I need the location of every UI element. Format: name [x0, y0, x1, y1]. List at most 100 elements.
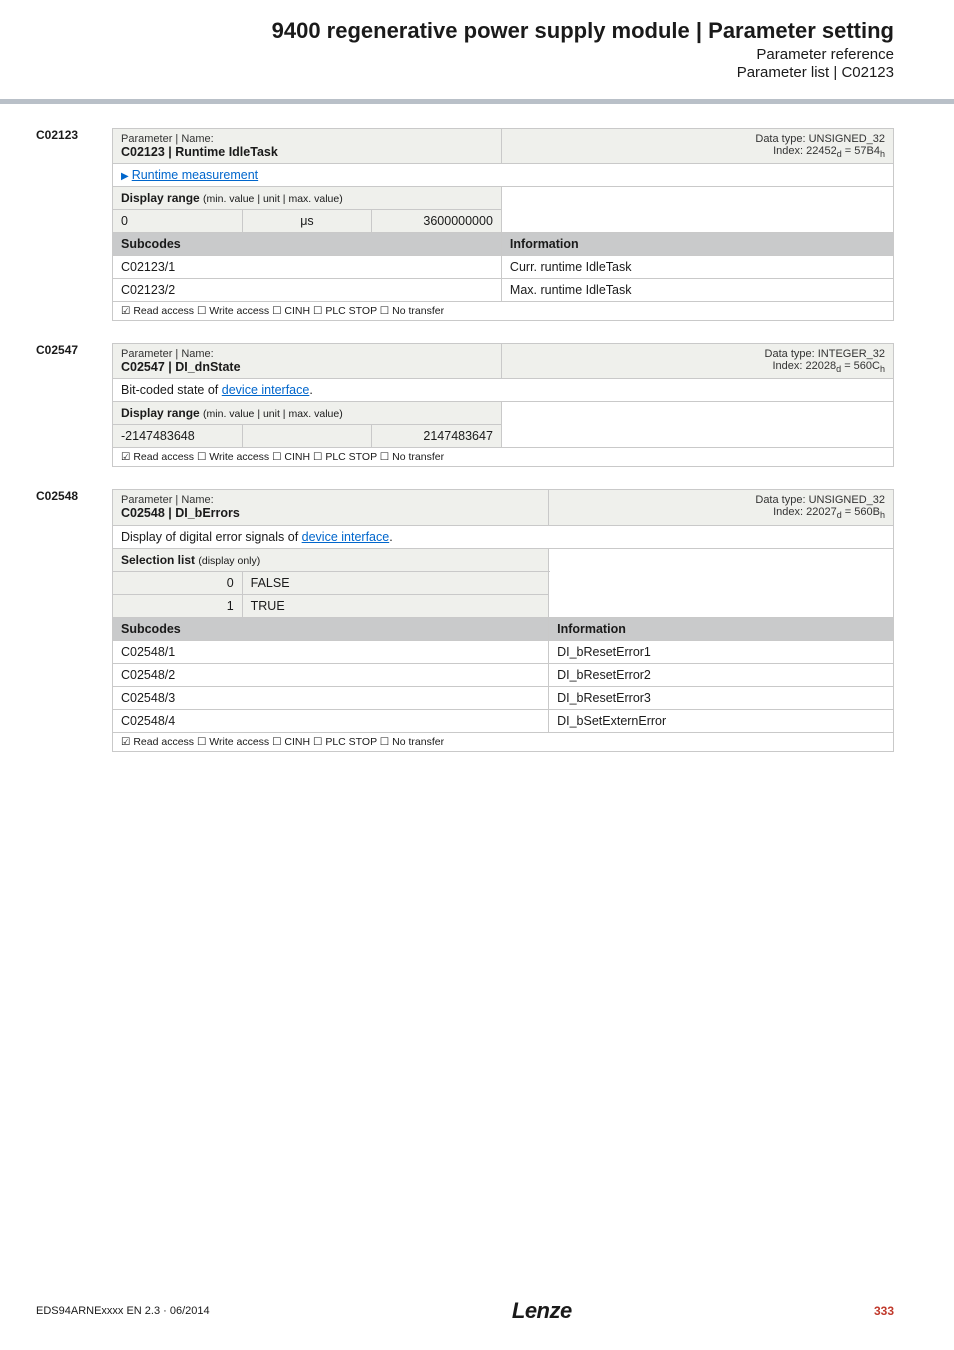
subcode-info: DI_bResetError3 [549, 686, 894, 709]
subcode-info: DI_bResetError2 [549, 663, 894, 686]
subcode-row: C02548/2 DI_bResetError2 [113, 663, 894, 686]
access-row: ☑ Read access ☐ Write access ☐ CINH ☐ PL… [113, 448, 894, 467]
param-index: Index: 22027d = 560Bh [557, 506, 885, 520]
param-meta-cell: Data type: UNSIGNED_32 Index: 22027d = 5… [549, 490, 894, 525]
range-unit [242, 425, 372, 448]
page-subtitle-1: Parameter reference [60, 46, 894, 63]
subcode-info: DI_bSetExternError [549, 709, 894, 732]
param-id: C02123 [36, 128, 112, 321]
display-range-header: Display range (min. value | unit | max. … [113, 187, 894, 210]
selection-list-header: Selection list (display only) [113, 548, 894, 571]
param-header-row: Parameter | Name: C02548 | DI_bErrors Da… [113, 490, 894, 525]
access-row: ☑ Read access ☐ Write access ☐ CINH ☐ PL… [113, 732, 894, 751]
page-footer: EDS94ARNExxxx EN 2.3 · 06/2014 Lenze 333 [0, 1298, 954, 1324]
subcode-code: C02548/4 [113, 709, 549, 732]
param-header-label: Parameter | Name: [121, 494, 540, 506]
param-index: Index: 22028d = 560Ch [510, 360, 885, 374]
param-block-c02548: C02548 Parameter | Name: C02548 | DI_bEr… [36, 489, 894, 751]
param-table: Parameter | Name: C02547 | DI_dnState Da… [112, 343, 894, 467]
display-range-label-cell: Display range (min. value | unit | max. … [113, 402, 502, 425]
range-max: 2147483647 [372, 425, 502, 448]
param-table: Parameter | Name: C02123 | Runtime IdleT… [112, 128, 894, 321]
access-flags: ☑ Read access ☐ Write access ☐ CINH ☐ PL… [113, 448, 894, 467]
subcode-info: Curr. runtime IdleTask [501, 256, 893, 279]
empty-cell [501, 425, 893, 448]
subcode-code: C02548/1 [113, 640, 549, 663]
subcodes-header: Subcodes Information [113, 233, 894, 256]
param-header-name: C02548 | DI_bErrors [121, 506, 540, 520]
info-label: Information [501, 233, 893, 256]
param-header-row: Parameter | Name: C02123 | Runtime IdleT… [113, 129, 894, 164]
display-range-label-cell: Display range (min. value | unit | max. … [113, 187, 502, 210]
display-range-values: 0 μs 3600000000 [113, 210, 894, 233]
selection-value: 0 [113, 571, 243, 594]
param-id: C02548 [36, 489, 112, 751]
subcode-row: C02548/4 DI_bSetExternError [113, 709, 894, 732]
param-block-c02547: C02547 Parameter | Name: C02547 | DI_dnS… [36, 343, 894, 467]
device-interface-link[interactable]: device interface [222, 383, 310, 397]
subcode-code: C02123/2 [113, 279, 502, 302]
param-meta-cell: Data type: UNSIGNED_32 Index: 22452d = 5… [501, 129, 893, 164]
param-block-c02123: C02123 Parameter | Name: C02123 | Runtim… [36, 128, 894, 321]
param-name-cell: Parameter | Name: C02548 | DI_bErrors [113, 490, 549, 525]
param-index: Index: 22452d = 57B4h [510, 145, 885, 159]
subcodes-header: Subcodes Information [113, 617, 894, 640]
page-header: 9400 regenerative power supply module | … [0, 0, 954, 91]
param-datatype: Data type: UNSIGNED_32 [510, 133, 885, 145]
description-cell: Display of digital error signals of devi… [113, 525, 894, 548]
param-header-row: Parameter | Name: C02547 | DI_dnState Da… [113, 344, 894, 379]
empty-cell [549, 548, 894, 617]
info-label: Information [549, 617, 894, 640]
selection-label: FALSE [242, 571, 548, 594]
param-name-cell: Parameter | Name: C02123 | Runtime IdleT… [113, 129, 502, 164]
footer-logo: Lenze [512, 1298, 572, 1324]
param-datatype: Data type: UNSIGNED_32 [557, 494, 885, 506]
footer-pagenum: 333 [874, 1304, 894, 1318]
link-cell: ▶Runtime measurement [113, 164, 894, 187]
subcode-row: C02548/3 DI_bResetError3 [113, 686, 894, 709]
selection-list-label-cell: Selection list (display only) [113, 548, 549, 571]
runtime-measurement-link[interactable]: Runtime measurement [132, 168, 258, 182]
device-interface-link[interactable]: device interface [302, 530, 390, 544]
access-row: ☑ Read access ☐ Write access ☐ CINH ☐ PL… [113, 302, 894, 321]
display-range-values: -2147483648 2147483647 [113, 425, 894, 448]
empty-cell [501, 402, 893, 425]
access-flags: ☑ Read access ☐ Write access ☐ CINH ☐ PL… [113, 732, 894, 751]
display-range-header: Display range (min. value | unit | max. … [113, 402, 894, 425]
description-row: Bit-coded state of device interface. [113, 379, 894, 402]
arrow-icon: ▶ [121, 171, 129, 182]
selection-label: TRUE [242, 594, 548, 617]
empty-cell [501, 187, 893, 210]
subcode-row: C02123/2 Max. runtime IdleTask [113, 279, 894, 302]
param-header-label: Parameter | Name: [121, 348, 493, 360]
content-area: C02123 Parameter | Name: C02123 | Runtim… [0, 104, 954, 752]
range-unit: μs [242, 210, 372, 233]
empty-cell [501, 210, 893, 233]
subcode-info: DI_bResetError1 [549, 640, 894, 663]
param-datatype: Data type: INTEGER_32 [510, 348, 885, 360]
subcode-row: C02123/1 Curr. runtime IdleTask [113, 256, 894, 279]
range-min: -2147483648 [113, 425, 243, 448]
page-title: 9400 regenerative power supply module | … [60, 18, 894, 44]
range-min: 0 [113, 210, 243, 233]
description-cell: Bit-coded state of device interface. [113, 379, 894, 402]
param-header-label: Parameter | Name: [121, 133, 493, 145]
subcode-code: C02548/3 [113, 686, 549, 709]
footer-docid: EDS94ARNExxxx EN 2.3 · 06/2014 [36, 1305, 210, 1317]
description-row: Display of digital error signals of devi… [113, 525, 894, 548]
subcode-info: Max. runtime IdleTask [501, 279, 893, 302]
access-flags: ☑ Read access ☐ Write access ☐ CINH ☐ PL… [113, 302, 894, 321]
page-subtitle-2: Parameter list | C02123 [60, 64, 894, 81]
selection-value: 1 [113, 594, 243, 617]
param-name-cell: Parameter | Name: C02547 | DI_dnState [113, 344, 502, 379]
range-max: 3600000000 [372, 210, 502, 233]
param-header-name: C02123 | Runtime IdleTask [121, 145, 493, 159]
param-header-name: C02547 | DI_dnState [121, 360, 493, 374]
param-table: Parameter | Name: C02548 | DI_bErrors Da… [112, 489, 894, 751]
param-id: C02547 [36, 343, 112, 467]
subcodes-label: Subcodes [113, 233, 502, 256]
subcode-code: C02123/1 [113, 256, 502, 279]
subcodes-label: Subcodes [113, 617, 549, 640]
subcode-row: C02548/1 DI_bResetError1 [113, 640, 894, 663]
subcode-code: C02548/2 [113, 663, 549, 686]
